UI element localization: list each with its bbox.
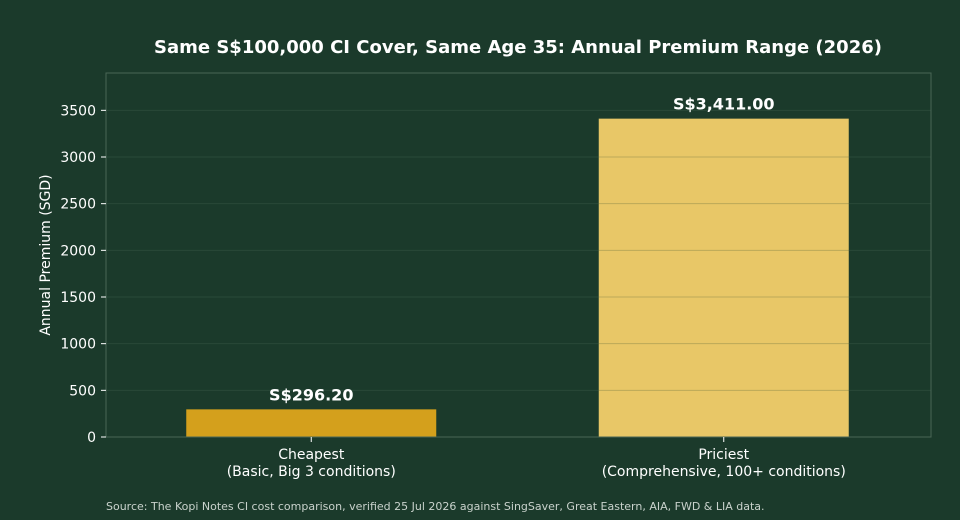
gridlines-over-bars	[106, 109, 931, 391]
y-tick-label: 1000	[60, 337, 96, 353]
data-label-cheapest: S$296.20	[269, 385, 353, 404]
source-note: Source: The Kopi Notes CI cost compariso…	[106, 500, 765, 513]
plot-frame	[105, 72, 932, 438]
x-tick-label: Cheapest	[278, 447, 345, 463]
y-tick-label: 1500	[60, 290, 96, 306]
data-label-priciest: S$3,411.00	[673, 95, 775, 114]
x-axis-ticks: Cheapest(Basic, Big 3 conditions) Pricies…	[227, 437, 846, 480]
y-tick-label: 3500	[60, 103, 96, 119]
bar-priciest	[598, 118, 849, 437]
y-tick-label: 2000	[60, 243, 96, 259]
y-tick-label: 0	[87, 430, 96, 446]
data-labels: S$296.20 S$3,411.00	[269, 95, 775, 405]
y-axis-label: Annual Premium (SGD)	[38, 174, 54, 335]
x-tick-label: Priciest	[698, 447, 749, 463]
bar-cheapest	[186, 409, 437, 437]
bars	[186, 118, 849, 437]
y-tick-label: 2500	[60, 197, 96, 213]
y-tick-label: 500	[69, 383, 96, 399]
y-axis-ticks: 0 500 1000 1500 2000 2500 3000 3500	[60, 103, 106, 446]
x-tick-sublabel: (Comprehensive, 100+ conditions)	[602, 464, 846, 480]
chart-title: Same S$100,000 CI Cover, Same Age 35: An…	[154, 37, 882, 58]
gridlines	[106, 109, 931, 391]
y-tick-label: 3000	[60, 150, 96, 166]
x-tick-sublabel: (Basic, Big 3 conditions)	[227, 464, 396, 480]
